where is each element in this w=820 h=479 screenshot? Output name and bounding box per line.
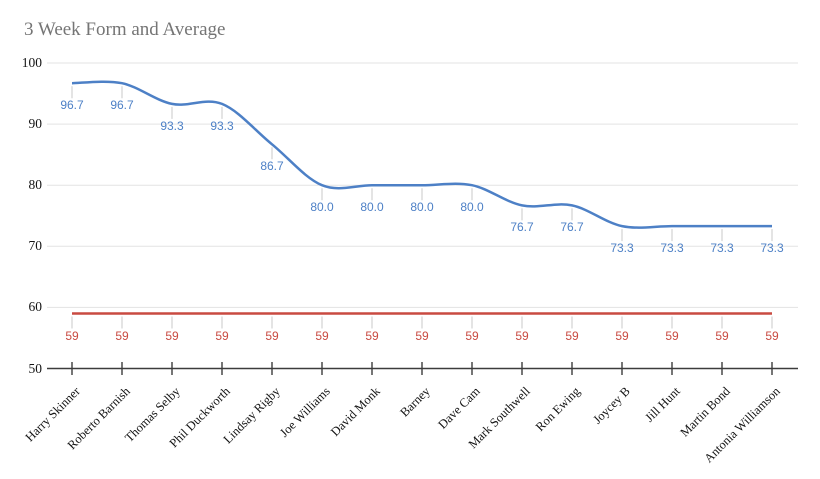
chart-title: 3 Week Form and Average bbox=[24, 19, 226, 40]
data-point-label-average: 59 bbox=[365, 328, 379, 343]
data-point-label-average: 59 bbox=[515, 328, 529, 343]
data-point-label-form: 86.7 bbox=[260, 159, 284, 174]
data-point-label-form: 93.3 bbox=[210, 118, 234, 133]
series-line-form bbox=[71, 80, 772, 229]
y-axis-tick-label: 70 bbox=[28, 238, 43, 254]
data-point-label-average: 59 bbox=[165, 328, 179, 343]
data-point-label-form: 73.3 bbox=[710, 241, 734, 256]
y-axis-tick-label: 60 bbox=[28, 299, 43, 315]
data-point-label-form: 73.3 bbox=[660, 241, 684, 256]
y-axis-tick-label: 90 bbox=[28, 116, 43, 132]
data-point-label-average: 59 bbox=[615, 328, 629, 343]
data-point-label-form: 80.0 bbox=[460, 200, 484, 215]
data-point-label-average: 59 bbox=[415, 328, 429, 343]
data-point-label-average: 59 bbox=[115, 328, 129, 343]
data-point-label-form: 80.0 bbox=[410, 200, 434, 215]
data-point-label-form: 76.7 bbox=[560, 220, 584, 235]
data-point-label-average: 59 bbox=[265, 328, 279, 343]
data-point-label-form: 76.7 bbox=[510, 220, 534, 235]
data-point-label-average: 59 bbox=[315, 328, 329, 343]
data-point-label-average: 59 bbox=[215, 328, 229, 343]
data-point-label-form: 73.3 bbox=[760, 241, 784, 256]
data-point-label-average: 59 bbox=[565, 328, 579, 343]
data-point-label-form: 96.7 bbox=[110, 98, 134, 113]
data-point-label-form: 93.3 bbox=[160, 118, 184, 133]
y-axis-tick-label: 50 bbox=[28, 360, 43, 376]
y-axis-tick-label: 80 bbox=[28, 177, 43, 193]
data-point-label-average: 59 bbox=[665, 328, 679, 343]
data-point-label-average: 59 bbox=[65, 328, 79, 343]
data-point-label-average: 59 bbox=[765, 328, 779, 343]
data-point-label-form: 73.3 bbox=[610, 241, 634, 256]
data-point-label-form: 80.0 bbox=[310, 200, 334, 215]
data-point-label-form: 80.0 bbox=[360, 200, 384, 215]
data-point-label-average: 59 bbox=[715, 328, 729, 343]
data-point-label-form: 96.7 bbox=[60, 98, 84, 113]
y-axis-tick-label: 100 bbox=[21, 55, 42, 70]
data-point-label-average: 59 bbox=[465, 328, 479, 343]
